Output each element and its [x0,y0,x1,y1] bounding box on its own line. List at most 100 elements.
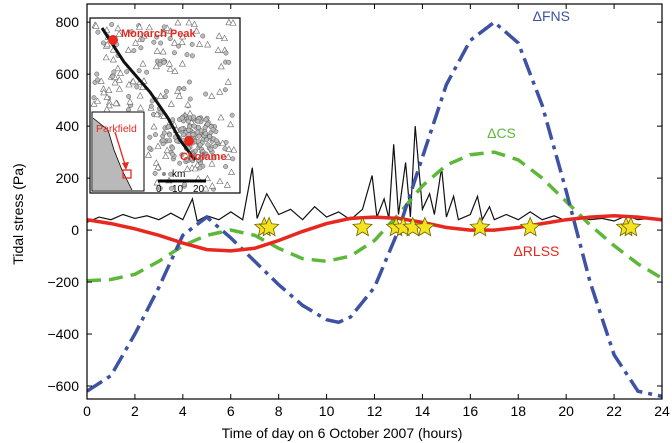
event-dot [191,123,197,129]
station-triangle [102,53,110,61]
event-dot [166,124,172,130]
station-triangle [103,93,111,100]
station-triangle [224,78,232,85]
event-dot [147,134,153,140]
station-triangle [185,18,193,26]
station-triangle [162,152,170,159]
station-triangle [93,97,101,104]
station-triangle [196,40,204,47]
station-triangle [178,60,186,67]
station-triangle [216,88,224,95]
event-dot [203,91,209,97]
x-tick-label: 14 [415,403,431,419]
monarch-peak-marker [108,35,118,45]
series-fns-line [87,19,662,399]
scale-bar-unit: km [172,169,185,180]
earthquake-star-marker [469,216,491,237]
station-triangle [191,164,199,172]
event-dot [205,121,211,127]
x-axis-label: Time of day on 6 October 2007 (hours) [222,425,463,441]
station-triangle [109,55,117,63]
station-triangle [135,23,143,30]
event-dot [197,142,203,148]
x-tick-label: 4 [179,403,187,419]
station-triangle [150,122,158,130]
seismicity-trace-line [87,126,662,223]
scale-bar-dot [162,172,166,176]
event-dot [211,155,217,161]
event-dot [185,118,191,124]
station-triangle [103,40,111,48]
station-triangle [152,62,160,70]
y-tick-label: 600 [56,66,80,82]
event-dot [202,125,208,130]
earthquake-star-marker [519,216,541,237]
station-triangle [163,146,171,154]
event-dot [167,36,173,42]
event-dot [124,69,130,75]
station-triangle [208,182,216,189]
event-dot [126,107,131,113]
event-dot [160,137,166,143]
event-dot [168,185,174,191]
station-triangle [154,163,162,170]
station-triangle [136,92,144,99]
station-triangle [202,184,210,192]
station-triangle [111,78,119,86]
event-dot [131,48,137,54]
station-triangle [183,165,191,172]
series-rlss-line [87,214,662,253]
y-tick-label: −600 [47,378,79,394]
x-tick-label: 6 [227,403,235,419]
station-triangle [116,69,124,76]
inset-label-cholame: Cholame [180,151,226,163]
station-triangle [129,77,137,85]
event-dot [212,143,218,149]
station-triangle [105,101,113,109]
station-triangle [154,142,162,149]
event-dot [167,132,173,138]
event-dot [134,84,140,90]
x-tick-label: 2 [131,403,139,419]
event-dot [144,69,150,75]
x-tick-label: 20 [558,403,574,419]
event-dot [179,115,185,121]
station-triangle [227,168,235,175]
event-dot [139,37,145,43]
station-triangle [114,24,122,32]
station-triangle [171,39,179,46]
station-triangle [114,64,122,72]
station-triangle [214,46,222,53]
scale-bar-tick-0: 0 [156,184,162,195]
event-dot [223,50,229,56]
event-dot [226,59,232,65]
event-dot [196,125,201,130]
event-dot [203,131,209,137]
station-triangle [167,27,175,34]
event-dot [195,118,201,124]
station-triangle [159,47,167,55]
earthquake-star-marker [352,216,373,237]
series-label-rlss: ΔRLSS [513,243,559,259]
series-label-cs: ΔCS [487,125,516,141]
event-dot [197,165,203,171]
event-dot [205,142,211,148]
station-triangle [220,34,229,42]
station-triangle [115,30,123,37]
event-dot [207,133,213,139]
locator-ocean [93,118,132,190]
y-tick-label: −400 [47,326,79,342]
series-label-fns: ΔFNS [533,8,570,24]
station-triangle [227,120,235,128]
event-dot [126,94,132,99]
event-dot [95,29,101,35]
event-dot [181,86,187,92]
event-dot [186,79,192,85]
station-triangle [115,85,123,92]
station-triangle [219,139,227,146]
inset-map: Parkfield Monarch Peak Cholame km 0 10 2… [89,17,241,195]
event-dot [168,171,174,177]
station-triangle [230,146,238,153]
station-triangle [167,100,175,107]
event-dot [138,45,144,51]
